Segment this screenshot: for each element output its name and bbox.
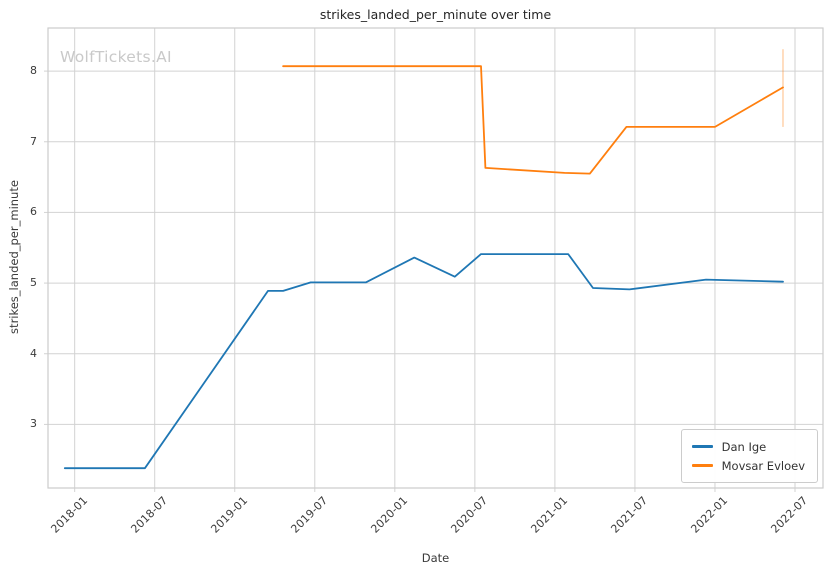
x-axis-label: Date xyxy=(421,551,450,565)
y-tick-label: 8 xyxy=(30,64,37,78)
legend-label-dan-ige: Dan Ige xyxy=(721,439,767,454)
legend-label-movsar-evloev: Movsar Evloev xyxy=(721,458,805,473)
legend-swatch-dan-ige xyxy=(691,445,713,448)
y-tick-label: 5 xyxy=(30,276,37,290)
legend-item-dan-ige: Dan Ige xyxy=(691,437,805,456)
series-line-dan-ige xyxy=(63,253,784,470)
y-tick-label: 4 xyxy=(30,346,37,360)
chart-title: strikes_landed_per_minute over time xyxy=(319,7,552,22)
y-tick-label: 6 xyxy=(30,205,37,219)
series-line-movsar-evloev xyxy=(282,65,784,175)
legend-item-movsar-evloev: Movsar Evloev xyxy=(691,456,805,475)
y-tick-label: 3 xyxy=(30,417,37,431)
legend-swatch-movsar-evloev xyxy=(691,464,713,467)
plot-border xyxy=(47,27,824,489)
legend: Dan Ige Movsar Evloev xyxy=(680,429,818,483)
y-axis-label: strikes_landed_per_minute xyxy=(7,180,21,334)
y-tick-label: 7 xyxy=(30,134,37,148)
watermark: WolfTickets.AI xyxy=(60,48,172,66)
